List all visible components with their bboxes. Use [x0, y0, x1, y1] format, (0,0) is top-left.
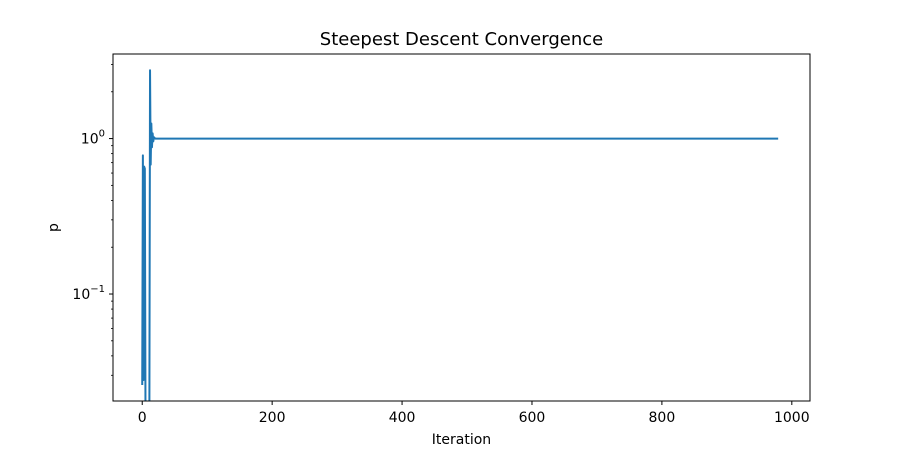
- x-tick-label: 200: [259, 410, 286, 426]
- plot-frame: [112, 53, 811, 402]
- x-tick-label: 400: [389, 410, 416, 426]
- chart-title: Steepest Descent Convergence: [320, 29, 603, 50]
- series-line: [141, 69, 779, 401]
- x-tick-label: 800: [649, 410, 676, 426]
- x-axis-label: Iteration: [432, 432, 491, 448]
- x-tick-label: 1000: [774, 410, 810, 426]
- x-tick-label: 600: [519, 410, 546, 426]
- x-tick-label: 0: [138, 410, 147, 426]
- y-axis-label: p: [46, 223, 62, 232]
- y-tick-label: 100: [81, 129, 105, 148]
- y-tick-label: 10−1: [72, 284, 105, 303]
